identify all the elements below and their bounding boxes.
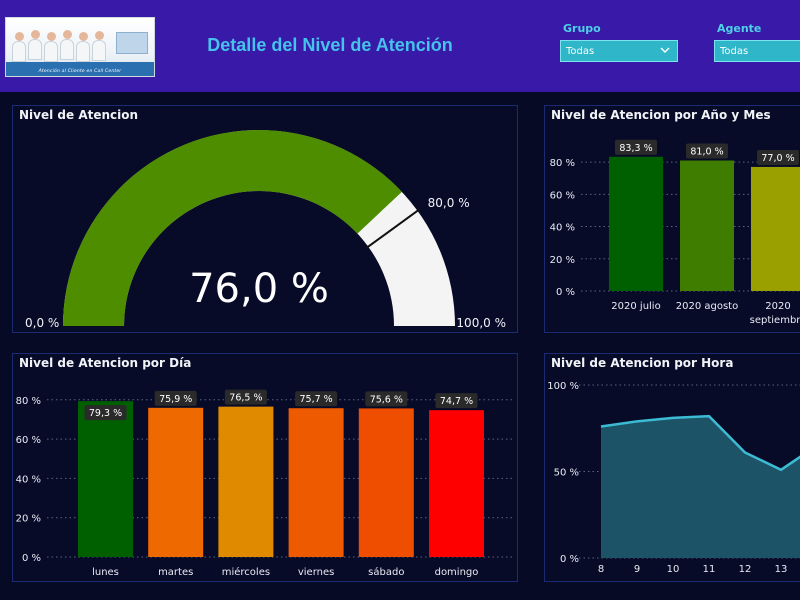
x-tick-label: 2020 julio (611, 301, 660, 312)
area-fill (601, 416, 800, 558)
y-tick-label: 0 % (22, 553, 41, 564)
gauge-panel: Nivel de Atencion 76,0 % 0,0 % 100,0 % 8… (12, 105, 518, 333)
bar[interactable] (218, 406, 274, 557)
agente-dropdown[interactable]: Todas (714, 40, 800, 62)
bar[interactable] (751, 166, 800, 291)
bar[interactable] (148, 407, 204, 557)
gauge-value-arc (63, 130, 402, 326)
x-tick-label-line2: septiembre (750, 315, 800, 326)
area-line[interactable] (600, 414, 800, 472)
month-chart-panel: Nivel de Atencion por Año y Mes 0 % 20 % 4… (544, 105, 800, 333)
x-tick-label: 9 (634, 564, 640, 575)
gauge-title: Nivel de Atencion (19, 108, 139, 122)
gauge-min-label: 0,0 % (25, 316, 59, 330)
data-label: 75,6 % (370, 394, 403, 405)
data-label-box (365, 391, 408, 407)
data-label: 76,5 % (229, 393, 262, 404)
day-chart-title: Nivel de Atencion por Día (19, 356, 192, 370)
x-tick-label: miércoles (222, 566, 270, 578)
x-tick-label: 11 (703, 564, 716, 575)
bar[interactable] (358, 408, 414, 557)
data-label: 77,0 % (761, 153, 794, 164)
y-tick-label: 20 % (16, 514, 41, 525)
y-tick-label: 40 % (550, 223, 575, 234)
hour-chart-title: Nivel de Atencion por Hora (551, 356, 734, 370)
gauge-target-marker (366, 208, 420, 249)
gauge-target-label: 80,0 % (428, 196, 470, 210)
x-tick-label: martes (158, 567, 193, 578)
data-label-box (224, 389, 267, 405)
logo-caption: Atención al Cliente en Call Center (38, 69, 122, 74)
filter-label-agente: Agente (717, 22, 762, 35)
data-label-box (295, 391, 338, 407)
x-tick-label: 13 (775, 564, 788, 575)
data-label-box (154, 390, 197, 406)
chevron-down-icon (659, 44, 671, 59)
hour-area-chart: 0 % 50 % 100 % 8 9 10 11 12 13 (547, 381, 800, 575)
x-tick-label: lunes (92, 567, 119, 578)
page-title: Detalle del Nivel de Atención (207, 35, 453, 55)
y-tick-label: 60 % (16, 435, 41, 446)
data-label-box (84, 405, 127, 421)
gauge-max-label: 100,0 % (456, 316, 506, 330)
x-tick-label: 2020 (765, 301, 790, 312)
x-tick-label: domingo (435, 567, 479, 578)
filter-label-grupo: Grupo (563, 22, 601, 35)
gauge-chart: 76,0 % 0,0 % 100,0 % 80,0 % (25, 130, 506, 330)
bar[interactable] (78, 401, 133, 557)
data-label: 81,0 % (690, 147, 723, 158)
agente-dropdown-value: Todas (720, 46, 749, 57)
gauge-value-label: 76,0 % (189, 266, 329, 312)
x-tick-label: 2020 agosto (676, 301, 738, 312)
data-label-box (435, 393, 478, 409)
data-label: 83,3 % (619, 143, 652, 154)
y-tick-label: 50 % (554, 468, 579, 479)
data-label-box (686, 143, 728, 159)
grupo-dropdown[interactable]: Todas (560, 40, 678, 62)
x-tick-label: sábado (368, 566, 404, 578)
bar[interactable] (609, 156, 663, 291)
x-tick-label: 8 (598, 564, 604, 575)
month-chart-title: Nivel de Atencion por Año y Mes (551, 108, 771, 122)
y-tick-label: 20 % (550, 255, 575, 266)
hour-chart-panel: Nivel de Atencion por Hora 0 % 50 % 100 % 8… (544, 353, 800, 582)
day-bar-chart: 0 % 20 % 40 % 60 % 80 % 79,3 % lunes 75,9 % mart… (16, 389, 513, 578)
report-header: Atención al Cliente en Call Center Detal… (0, 0, 800, 92)
data-label: 75,7 % (299, 394, 332, 405)
bar[interactable] (288, 408, 344, 557)
x-tick-label: 12 (739, 564, 752, 575)
call-center-logo: Atención al Cliente en Call Center (5, 17, 155, 77)
y-tick-label: 60 % (550, 190, 575, 201)
y-tick-label: 100 % (547, 381, 579, 392)
data-label-box (615, 139, 657, 155)
y-tick-label: 80 % (550, 158, 575, 169)
data-label: 74,7 % (440, 396, 473, 407)
y-tick-label: 0 % (560, 554, 579, 565)
month-bar-chart: 0 % 20 % 40 % 60 % 80 % 83,3 % 2020 julio 81,0 … (550, 139, 800, 326)
data-label: 75,9 % (159, 394, 192, 405)
bar[interactable] (680, 160, 734, 292)
day-chart-panel: Nivel de Atencion por Día 0 % 20 % 40 % 60 … (12, 353, 518, 582)
y-tick-label: 40 % (16, 474, 41, 485)
data-label: 79,3 % (89, 408, 122, 419)
y-tick-label: 0 % (556, 287, 575, 298)
x-tick-label: viernes (298, 567, 334, 578)
x-tick-label: 10 (667, 564, 680, 575)
y-tick-label: 80 % (16, 396, 41, 407)
bar[interactable] (429, 410, 484, 557)
data-label-box (757, 149, 799, 165)
grupo-dropdown-value: Todas (566, 46, 595, 57)
